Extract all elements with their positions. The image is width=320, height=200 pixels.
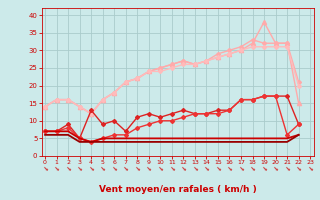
Text: →: → <box>76 164 83 171</box>
Text: →: → <box>99 164 106 171</box>
Text: →: → <box>53 164 60 171</box>
Text: →: → <box>260 164 268 171</box>
Text: →: → <box>134 164 141 171</box>
Text: →: → <box>307 164 314 171</box>
Text: →: → <box>226 164 233 171</box>
Text: →: → <box>284 164 291 171</box>
Text: →: → <box>88 164 95 171</box>
Text: →: → <box>111 164 118 171</box>
Text: →: → <box>191 164 198 171</box>
X-axis label: Vent moyen/en rafales ( km/h ): Vent moyen/en rafales ( km/h ) <box>99 185 256 194</box>
Text: →: → <box>145 164 152 171</box>
Text: →: → <box>214 164 221 171</box>
Text: →: → <box>122 164 129 171</box>
Text: →: → <box>157 164 164 171</box>
Text: →: → <box>168 164 175 171</box>
Text: →: → <box>237 164 244 171</box>
Text: →: → <box>295 164 302 171</box>
Text: →: → <box>41 164 49 171</box>
Text: →: → <box>180 164 187 171</box>
Text: →: → <box>249 164 256 171</box>
Text: →: → <box>203 164 210 171</box>
Text: →: → <box>65 164 72 171</box>
Text: →: → <box>272 164 279 171</box>
